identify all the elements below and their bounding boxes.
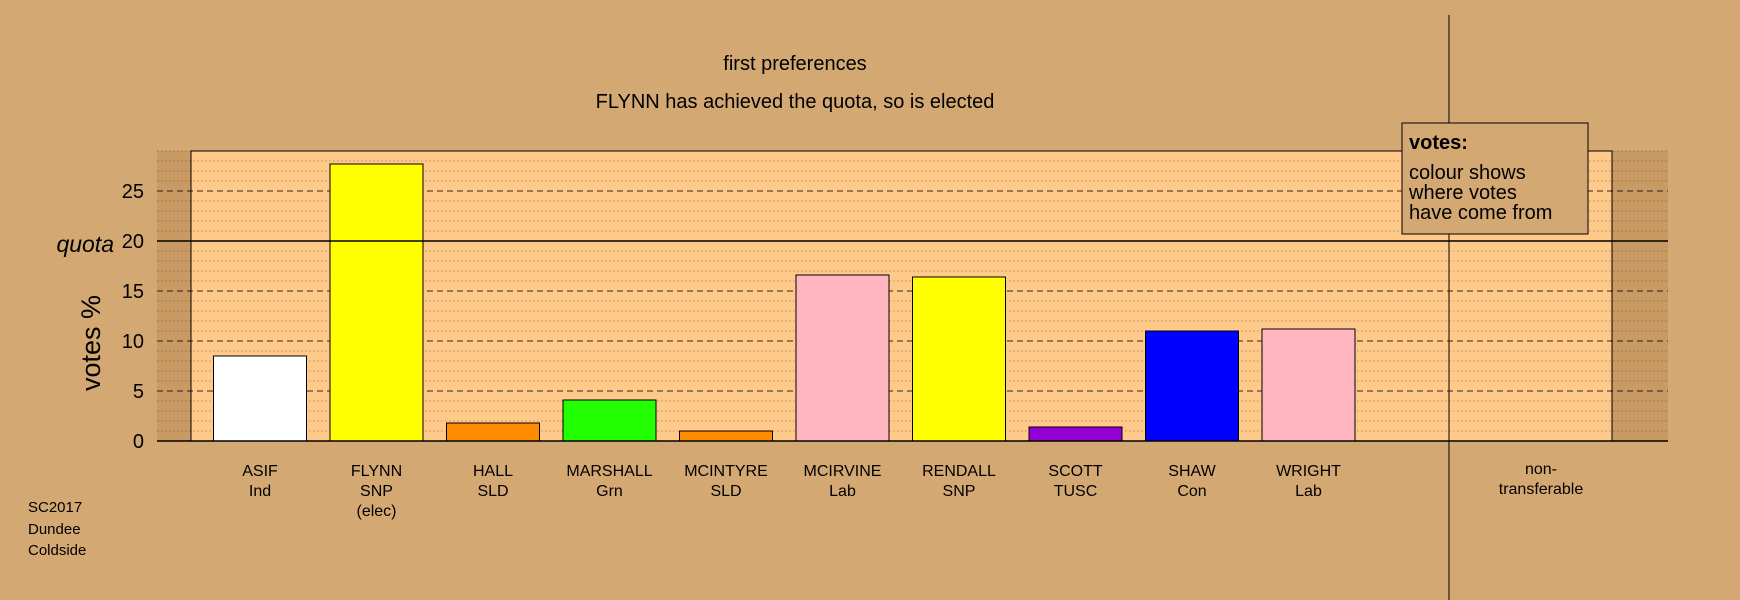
bar-marshall	[562, 399, 657, 442]
nontransferable-label: transferable	[1499, 481, 1584, 498]
footer-line-3: Coldside	[28, 542, 86, 559]
category-label: (elec)	[356, 503, 396, 520]
category-label: SNP	[943, 483, 976, 500]
bar-shaw	[1145, 330, 1239, 442]
category-label: ASIF	[242, 463, 278, 480]
category-label: MARSHALL	[566, 463, 652, 480]
category-label: SLD	[477, 483, 508, 500]
category-label: HALL	[473, 463, 513, 480]
footer-line-2: Dundee	[28, 521, 81, 538]
category-label: Lab	[1295, 483, 1322, 500]
bar-hall	[446, 422, 540, 442]
y-tick-label: 0	[133, 431, 144, 453]
bar-wright	[1261, 328, 1356, 442]
plot-area	[190, 150, 1613, 442]
category-label: MCINTYRE	[684, 463, 768, 480]
y-tick-label: 15	[122, 281, 144, 303]
bar-rendall	[912, 276, 1006, 442]
category-label: Lab	[829, 483, 856, 500]
legend: votes: colour shows where votes have com…	[1401, 122, 1589, 235]
legend-line-2: where votes	[1408, 182, 1517, 204]
legend-box	[1401, 122, 1589, 235]
bar-mcirvine	[795, 274, 890, 442]
footer-line-1: SC2017	[28, 499, 82, 516]
category-label: SCOTT	[1048, 463, 1102, 480]
bar-mcintyre	[679, 430, 773, 442]
y-tick-label: 20	[122, 231, 144, 253]
nontransferable-label: non-	[1525, 461, 1557, 478]
bar-asif	[213, 355, 307, 442]
legend-line-3: have come from	[1409, 202, 1552, 224]
quota-label: quota	[56, 231, 114, 257]
category-label: RENDALL	[922, 463, 996, 480]
y-tick-label: 10	[122, 331, 144, 353]
category-label: Ind	[249, 483, 271, 500]
category-label: SLD	[710, 483, 741, 500]
footer: SC2017 Dundee Coldside	[28, 499, 86, 559]
category-label: MCIRVINE	[804, 463, 882, 480]
legend-title: votes:	[1409, 132, 1468, 154]
category-label: WRIGHT	[1276, 463, 1341, 480]
chart-title: first preferences	[723, 53, 866, 75]
bar-flynn	[329, 163, 424, 442]
y-tick-label: 5	[133, 381, 144, 403]
category-label: Con	[1177, 483, 1206, 500]
y-axis-label: votes %	[76, 295, 106, 391]
y-tick-label: 25	[122, 181, 144, 203]
category-label: Grn	[596, 483, 623, 500]
category-label: SNP	[360, 483, 393, 500]
category-label: SHAW	[1168, 463, 1216, 480]
legend-line-1: colour shows	[1409, 162, 1526, 184]
bar-scott	[1028, 426, 1123, 442]
category-label: TUSC	[1054, 483, 1098, 500]
category-label: FLYNN	[351, 463, 402, 480]
chart-subtitle: FLYNN has achieved the quota, so is elec…	[596, 91, 995, 113]
